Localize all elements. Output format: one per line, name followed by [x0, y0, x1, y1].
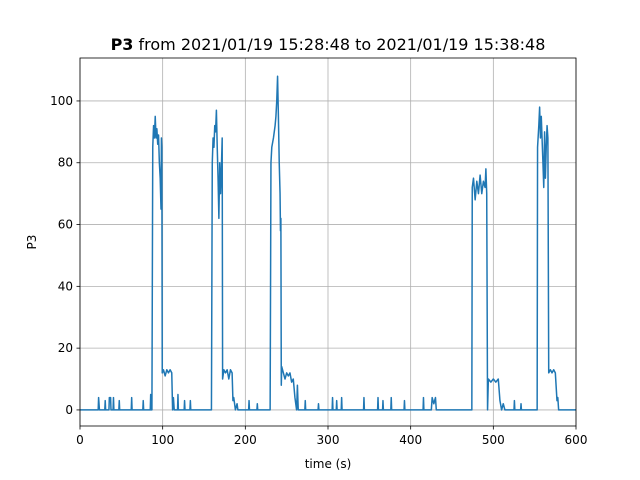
x-tick-label: 300 [317, 433, 340, 447]
plot-frame [79, 57, 577, 427]
data-line [80, 75, 576, 411]
y-tick-label: 0 [65, 403, 73, 417]
y-tick-label: 20 [58, 341, 73, 355]
y-axis-label: P3 [25, 235, 39, 250]
x-axis-label: time (s) [305, 457, 352, 471]
x-tick-label: 600 [565, 433, 588, 447]
y-tick-label: 80 [58, 156, 73, 170]
x-tick-label: 0 [76, 433, 84, 447]
y-tick-label: 100 [50, 94, 73, 108]
chart-title: P3 from 2021/01/19 15:28:48 to 2021/01/1… [111, 35, 546, 54]
x-tick-label: 400 [399, 433, 422, 447]
title-bold: P3 [111, 35, 134, 54]
y-tick-label: 40 [58, 279, 73, 293]
x-tick-label: 500 [482, 433, 505, 447]
title-text: from 2021/01/19 15:28:48 to 2021/01/19 1… [139, 35, 546, 54]
y-tick-label: 60 [58, 218, 73, 232]
x-tick-label: 200 [234, 433, 257, 447]
x-tick-label: 100 [151, 433, 174, 447]
